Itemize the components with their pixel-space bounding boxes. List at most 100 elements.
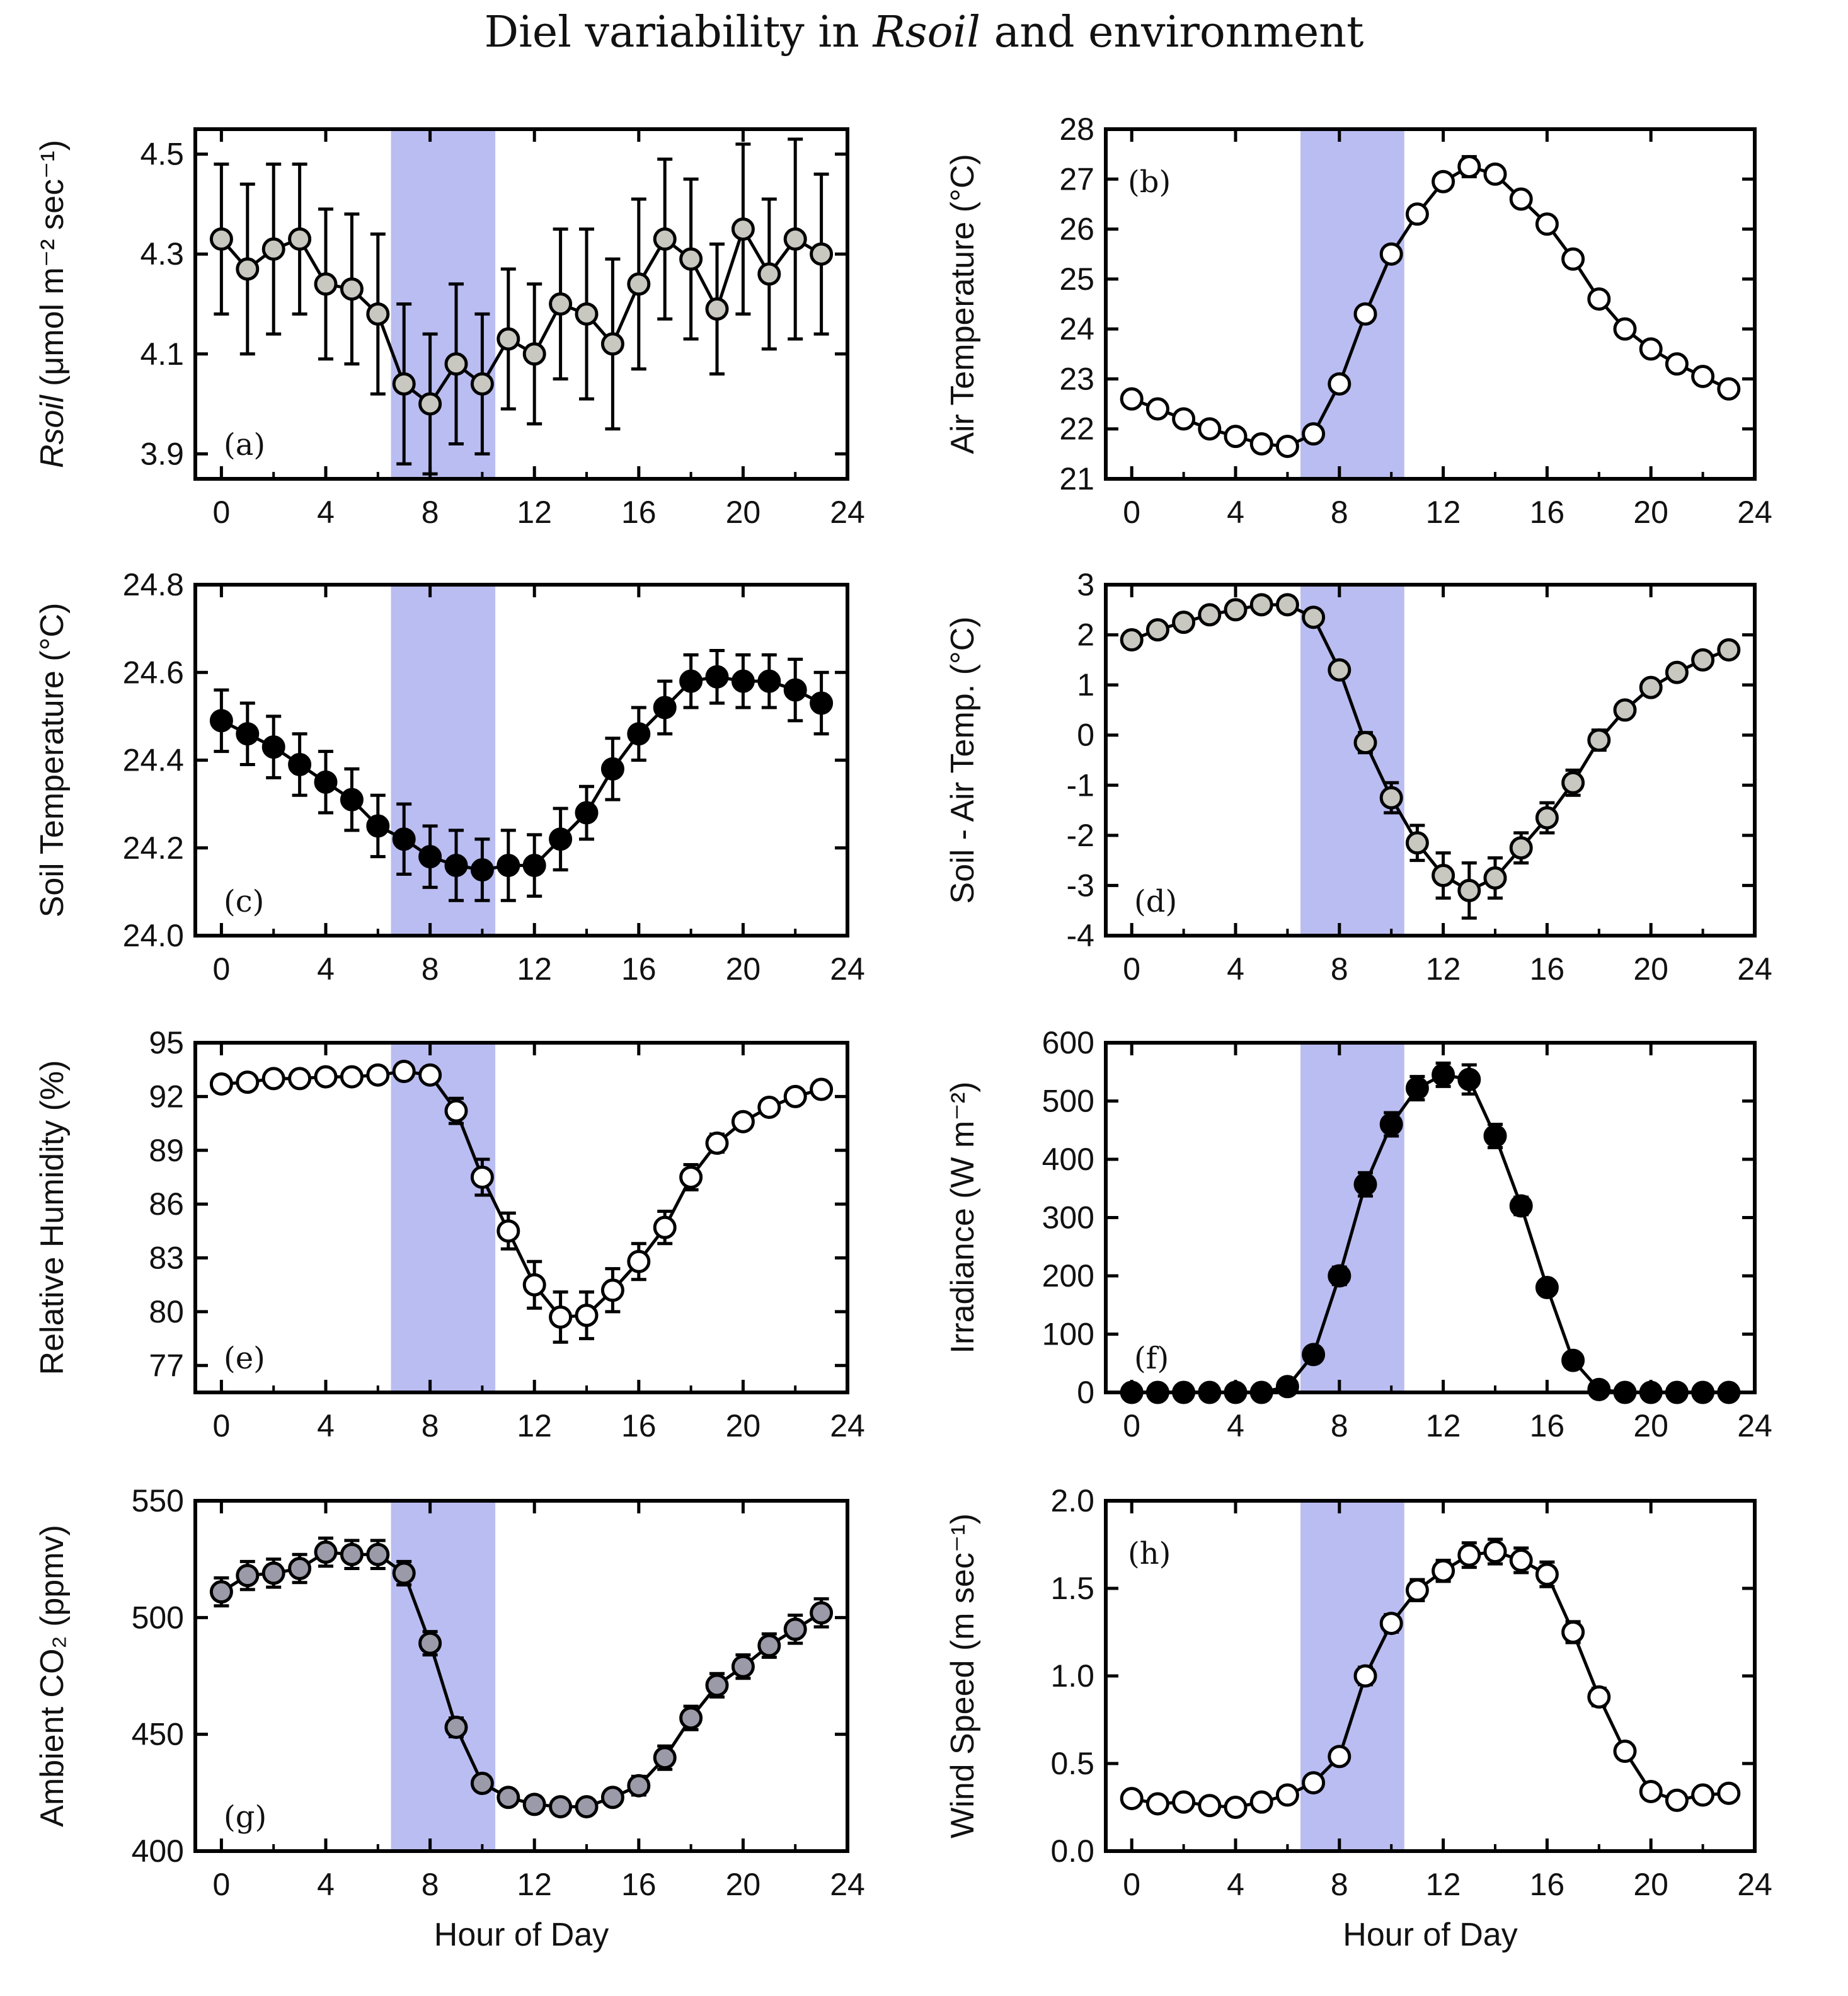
x-tick-label: 16	[1530, 495, 1565, 530]
data-point	[1172, 407, 1196, 431]
data-point	[522, 342, 546, 366]
y-axis-label: Irradiance (W m⁻²)	[944, 1082, 981, 1354]
data-point	[261, 735, 285, 759]
x-tick-label: 24	[830, 1408, 865, 1443]
data-point	[340, 1065, 364, 1089]
data-point	[1328, 1264, 1352, 1288]
shade-band	[1300, 129, 1404, 479]
data-point	[1665, 1788, 1689, 1812]
data-point	[1561, 1348, 1585, 1372]
data-point	[1509, 836, 1533, 860]
shade-band	[391, 1043, 496, 1392]
data-point	[679, 669, 703, 693]
x-tick-label: 12	[1426, 1408, 1461, 1443]
data-point	[496, 1219, 520, 1243]
data-point	[1691, 648, 1715, 672]
x-tick-label: 24	[830, 495, 865, 530]
data-point	[575, 801, 599, 825]
x-tick-label: 16	[621, 951, 657, 987]
data-point	[1457, 1067, 1481, 1091]
data-point	[1224, 1796, 1248, 1819]
y-tick-label: 2	[1077, 617, 1094, 653]
data-point	[1587, 1685, 1611, 1709]
data-point	[444, 1716, 468, 1740]
data-point	[1353, 302, 1377, 326]
x-tick-label: 8	[1331, 951, 1348, 987]
data-point	[653, 696, 677, 720]
y-tick-label: 100	[1042, 1317, 1094, 1352]
x-tick-label: 8	[1331, 495, 1348, 530]
plot-frame	[1104, 1041, 1757, 1394]
x-tick-label: 24	[830, 1867, 865, 1902]
data-point	[496, 327, 520, 351]
panel-h: 0 4 8 12 16 20 24 0.0 0.5 1.0 1.5 2.0 (h) Wind Speed …	[944, 1483, 1772, 1953]
x-tick-label: 0	[212, 1408, 230, 1443]
data-point	[600, 1278, 624, 1302]
plot-frame	[193, 127, 849, 481]
data-point	[1691, 364, 1715, 388]
data-point	[1691, 1783, 1715, 1807]
data-point	[522, 854, 546, 878]
data-point	[261, 1067, 285, 1091]
data-point	[783, 1084, 807, 1108]
x-tick-label: 4	[317, 951, 335, 987]
x-tick-label: 4	[1227, 1867, 1244, 1902]
data-point	[1639, 675, 1663, 699]
data-point	[653, 1746, 677, 1770]
series-line	[221, 1550, 822, 1809]
data-point	[1353, 1664, 1377, 1688]
x-tick-label: 0	[1123, 495, 1140, 530]
data-point	[1198, 1794, 1222, 1818]
y-axis-label: Soil - Air Temp. (°C)	[944, 616, 981, 903]
y-tick-label: 24.0	[123, 918, 184, 953]
x-tick-label: 12	[517, 495, 552, 530]
data-point	[549, 1305, 573, 1329]
data-point	[236, 257, 260, 281]
figure-title: Diel variability in Rsoil and environmen…	[0, 8, 1848, 57]
data-point	[1302, 1343, 1326, 1367]
series-line	[220, 225, 822, 406]
x-tick-label: 0	[212, 951, 230, 987]
data-point	[1405, 1578, 1429, 1602]
y-axis-label: Relative Humidity (%)	[34, 1060, 71, 1375]
x-tick-label: 16	[621, 1408, 657, 1443]
data-point	[470, 1165, 494, 1189]
data-point	[549, 827, 573, 851]
data-point	[236, 722, 260, 746]
y-tick-label: 26	[1059, 212, 1094, 247]
panel-label: (f)	[1134, 1341, 1169, 1376]
data-point	[1120, 1787, 1144, 1811]
y-tick-label: 4.3	[140, 236, 184, 272]
title-prefix: Diel variability in	[484, 8, 873, 57]
x-tick-label: 24	[830, 951, 865, 987]
x-tick-label: 16	[1530, 951, 1565, 987]
data-point	[1120, 628, 1144, 652]
x-tick-label: 12	[1426, 495, 1461, 530]
data-point	[236, 1070, 260, 1094]
data-point	[679, 1706, 703, 1730]
data-point	[418, 1631, 442, 1655]
series-line	[1131, 164, 1730, 449]
data-point	[810, 1077, 834, 1101]
data-point	[1457, 1543, 1481, 1567]
panel-label: (e)	[224, 1341, 265, 1376]
y-tick-label: 0.5	[1050, 1746, 1094, 1781]
data-point	[575, 1795, 599, 1819]
data-point	[1561, 247, 1585, 271]
data-point	[1639, 1779, 1663, 1803]
x-tick-label: 4	[317, 1408, 335, 1443]
data-point	[418, 392, 442, 416]
data-point	[392, 372, 416, 396]
y-tick-label: 550	[132, 1483, 184, 1518]
data-point	[1328, 1745, 1352, 1769]
y-tick-label: 300	[1042, 1200, 1094, 1236]
y-tick-label: 200	[1042, 1258, 1094, 1293]
x-tick-label: 8	[1331, 1408, 1348, 1443]
data-point	[314, 770, 338, 794]
data-point	[783, 678, 807, 702]
data-point	[653, 227, 677, 251]
data-point	[679, 247, 703, 271]
data-point	[444, 352, 468, 376]
data-point	[1613, 317, 1637, 341]
